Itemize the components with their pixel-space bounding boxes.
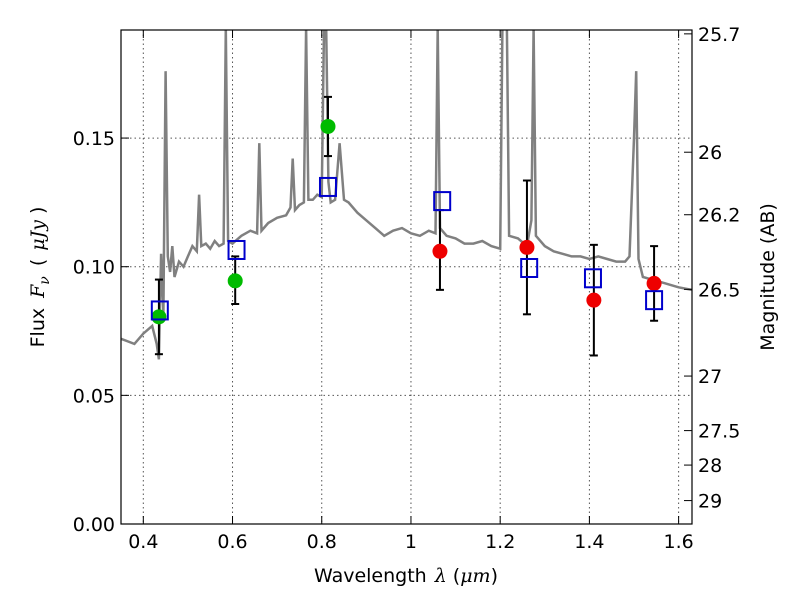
y2-tick-label: 27	[698, 366, 722, 388]
model-point	[645, 290, 664, 311]
y-tick-label: 0.05	[73, 385, 115, 407]
optical-point	[227, 273, 243, 289]
y-tick-label: 0.10	[73, 257, 115, 279]
markers	[150, 118, 664, 325]
y2-tick-label: 27.5	[698, 421, 740, 443]
x-axis-label: Wavelength λ (μm)	[314, 565, 498, 587]
nir-point	[586, 292, 602, 308]
y-axis-label-prefix: Flux	[27, 308, 49, 348]
x-axis-label-symbol: λ	[434, 565, 447, 587]
errorbars	[154, 95, 659, 357]
x-axis-label-prefix: Wavelength	[314, 565, 427, 587]
x-axis-label-close: )	[491, 565, 498, 587]
x-tick-label: 0.6	[217, 531, 247, 553]
nir-point	[519, 239, 535, 255]
y-axis-label: Flux Fν ( μJy)	[27, 207, 53, 348]
grid	[121, 30, 692, 525]
y2-axis-ticks: 25.7 26 26.2 26.5 27 27.5 28 29	[684, 24, 740, 513]
x-tick-label: 0.8	[307, 531, 337, 553]
optical-point	[320, 118, 336, 134]
y2-tick-label: 26.5	[698, 279, 740, 301]
model-point	[227, 239, 246, 260]
y-axis-label-open: (	[27, 259, 49, 266]
plot-frame	[120, 29, 693, 525]
y-axis-ticks: 0.00 0.05 0.10 0.15	[73, 128, 129, 536]
sed-line	[121, 30, 692, 360]
y-axis-label-close: )	[27, 207, 49, 214]
y2-axis-label: Magnitude (AB)	[757, 203, 779, 351]
x-axis-ticks: 0.4 0.6 0.8 1 1.2 1.4 1.6	[128, 30, 694, 553]
nir-point	[432, 243, 448, 259]
model-point	[520, 257, 539, 278]
y2-tick-label: 28	[698, 455, 722, 477]
model-point	[433, 191, 452, 212]
y2-tick-label: 26.2	[698, 205, 740, 227]
x-axis-label-unit: μm	[460, 565, 490, 587]
nir-point	[646, 275, 662, 291]
optical-point	[151, 309, 167, 325]
model-point	[318, 176, 337, 197]
y2-tick-label: 26	[698, 142, 722, 164]
x-tick-label: 1.6	[664, 531, 694, 553]
y-axis-label-subscript: ν	[37, 276, 53, 285]
x-tick-label: 1.2	[485, 531, 515, 553]
y-axis-label-unit: μJy	[27, 220, 49, 251]
x-tick-label: 1.4	[574, 531, 604, 553]
model-point	[150, 300, 169, 321]
y-tick-label: 0.00	[73, 514, 115, 536]
y-axis-label-symbol: F	[27, 284, 49, 299]
x-axis-label-open: (	[453, 565, 460, 587]
model-point	[583, 268, 602, 289]
sed-layer	[121, 30, 692, 360]
y-tick-label: 0.15	[73, 128, 115, 150]
y2-tick-label: 29	[698, 491, 722, 513]
x-tick-label: 0.4	[128, 531, 158, 553]
y2-tick-label: 25.7	[698, 24, 740, 46]
x-tick-label: 1	[405, 531, 417, 553]
